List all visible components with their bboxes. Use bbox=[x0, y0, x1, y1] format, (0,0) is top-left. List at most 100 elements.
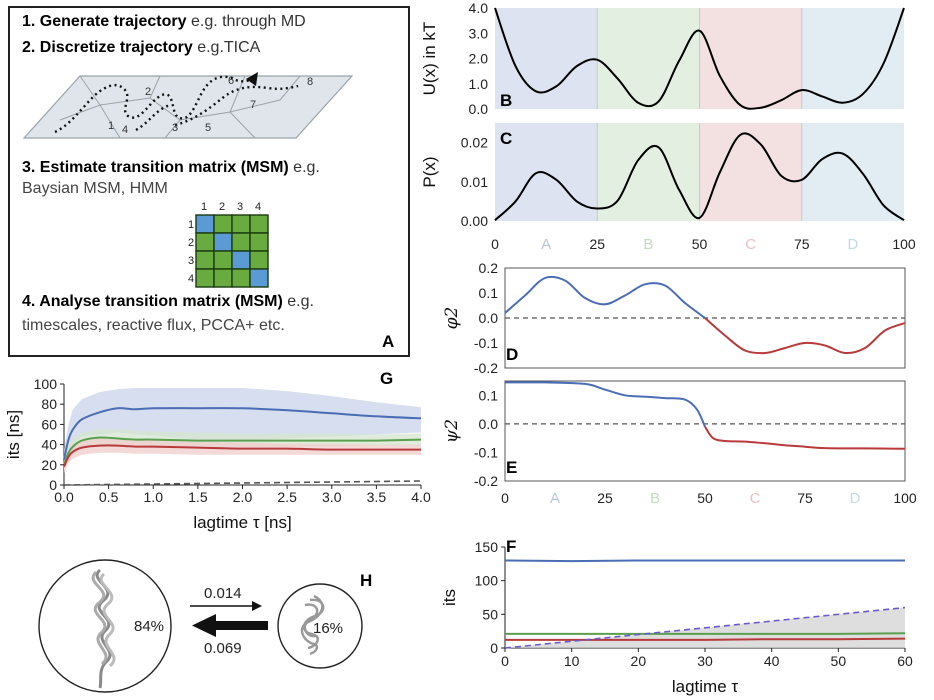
y-tick-label: -0.1 bbox=[474, 444, 498, 460]
chart-d-phi2: -0.2 -0.1 0.0 0.1 0.2 φ2 D bbox=[442, 260, 906, 376]
coil-structure-icon bbox=[300, 594, 325, 656]
matrix-cell bbox=[195, 232, 215, 252]
matrix-row-label: 3 bbox=[188, 255, 194, 267]
matrix-cell bbox=[213, 268, 233, 288]
y-tick-label: 0.2 bbox=[479, 260, 499, 276]
x-tick-label: 0 bbox=[501, 653, 509, 669]
panel-letter: C bbox=[500, 129, 512, 148]
matrix-cell bbox=[195, 250, 215, 270]
x-tick-label: 4.0 bbox=[411, 489, 431, 505]
x-tick-label: 3.5 bbox=[367, 489, 387, 505]
region-band bbox=[801, 8, 904, 109]
matrix-cell bbox=[231, 250, 251, 270]
chart-e-psi2: -0.2 -0.1 0.0 0.1 0 25 50 75 100 A B C Dψ2 E bbox=[442, 380, 917, 507]
panel-letter: G bbox=[380, 369, 393, 388]
x-tick-label: 40 bbox=[764, 653, 780, 669]
state-label: 2 bbox=[145, 86, 151, 98]
region-label: C bbox=[745, 236, 756, 253]
y-tick-label: 0.01 bbox=[461, 174, 488, 190]
y-tick-label: 0.0 bbox=[479, 416, 499, 432]
helix-structure-icon bbox=[91, 568, 116, 689]
series-line bbox=[63, 407, 422, 461]
step-1-text: 1. Generate trajectory e.g. through MD bbox=[22, 13, 306, 30]
series-line bbox=[494, 7, 905, 110]
trajectory-path bbox=[54, 75, 299, 134]
matrix-cell bbox=[249, 232, 269, 252]
x-tick-label: 25 bbox=[597, 490, 613, 506]
series-line bbox=[504, 381, 706, 428]
matrix-cell bbox=[213, 232, 233, 252]
y-tick-label: 0.1 bbox=[479, 387, 499, 403]
panel-letter: D bbox=[506, 345, 518, 364]
series-line bbox=[504, 275, 706, 319]
x-axis-label: lagtime τ [ns] bbox=[193, 513, 291, 532]
population-left: 84% bbox=[134, 618, 164, 635]
matrix-labels: 1 2 3 4 1 2 3 4 bbox=[188, 201, 261, 285]
panel-letter: B bbox=[500, 91, 512, 110]
state-label: 1 bbox=[108, 120, 114, 132]
transition-matrix bbox=[195, 214, 269, 288]
y-tick-label: 150 bbox=[475, 539, 499, 555]
population-right: 16% bbox=[313, 620, 343, 637]
plane-partition-lines bbox=[59, 75, 301, 139]
x-tick-label: 50 bbox=[831, 653, 847, 669]
y-tick-label: 0.0 bbox=[479, 310, 499, 326]
x-tick-label: 1.0 bbox=[144, 489, 164, 505]
series-line bbox=[505, 632, 906, 635]
y-tick-label: 60 bbox=[41, 416, 57, 432]
state-label: 5 bbox=[205, 122, 211, 134]
state-space-plane bbox=[22, 75, 354, 139]
y-tick-label: 0 bbox=[490, 640, 498, 656]
backward-arrow-line bbox=[212, 621, 268, 630]
region-label: D bbox=[847, 236, 858, 253]
y-axis-label: φ2 bbox=[442, 307, 462, 330]
series-line bbox=[504, 606, 906, 649]
coil-state-circle bbox=[277, 583, 363, 669]
region-label: A bbox=[541, 236, 551, 253]
y-tick-label: 0.02 bbox=[461, 135, 488, 151]
y-tick-label: 80 bbox=[41, 396, 57, 412]
y-tick-label: 2.0 bbox=[469, 51, 489, 67]
rate-backward: 0.069 bbox=[204, 640, 242, 657]
step-3-text: 3. Estimate transition matrix (MSM) e.g. bbox=[22, 159, 320, 176]
x-tick-label: 20 bbox=[631, 653, 647, 669]
x-tick-label: 60 bbox=[897, 653, 913, 669]
matrix-row-label: 1 bbox=[188, 219, 194, 231]
x-tick-label: 50 bbox=[697, 490, 713, 506]
x-tick-label: 100 bbox=[893, 490, 917, 506]
x-tick-label: 1.5 bbox=[188, 489, 208, 505]
x-tick-label: 25 bbox=[589, 236, 605, 252]
region-band bbox=[597, 8, 700, 109]
matrix-cell bbox=[231, 268, 251, 288]
x-tick-label: 100 bbox=[892, 236, 916, 252]
region-label: B bbox=[643, 236, 653, 253]
matrix-col-label: 3 bbox=[237, 201, 243, 213]
y-tick-label: 1.0 bbox=[469, 76, 489, 92]
matrix-cell bbox=[195, 214, 215, 234]
matrix-cell bbox=[249, 268, 269, 288]
x-tick-label: 10 bbox=[564, 653, 580, 669]
backward-arrowhead bbox=[192, 614, 216, 637]
x-axis-label: lagtime τ bbox=[672, 677, 739, 696]
series-line bbox=[63, 480, 422, 486]
confidence-band bbox=[64, 388, 421, 470]
x-tick-label: 50 bbox=[692, 236, 708, 252]
state-label: 7 bbox=[250, 99, 256, 111]
x-tick-label: 0.5 bbox=[99, 489, 119, 505]
matrix-cell bbox=[231, 232, 251, 252]
matrix-cell bbox=[213, 214, 233, 234]
series-line bbox=[704, 426, 906, 450]
y-tick-label: -0.2 bbox=[474, 360, 498, 376]
series-line bbox=[504, 559, 905, 563]
y-axis-label: U(x) in kT bbox=[420, 22, 439, 96]
x-tick-label: 30 bbox=[697, 653, 713, 669]
x-tick-label: 0 bbox=[491, 236, 499, 252]
series-line bbox=[63, 444, 421, 468]
y-tick-label: 0 bbox=[49, 477, 57, 493]
y-axis-label: its bbox=[440, 589, 459, 606]
matrix-col-label: 4 bbox=[255, 201, 261, 213]
series-line bbox=[494, 132, 905, 222]
region-label: A bbox=[550, 490, 560, 507]
series-line bbox=[704, 317, 906, 355]
